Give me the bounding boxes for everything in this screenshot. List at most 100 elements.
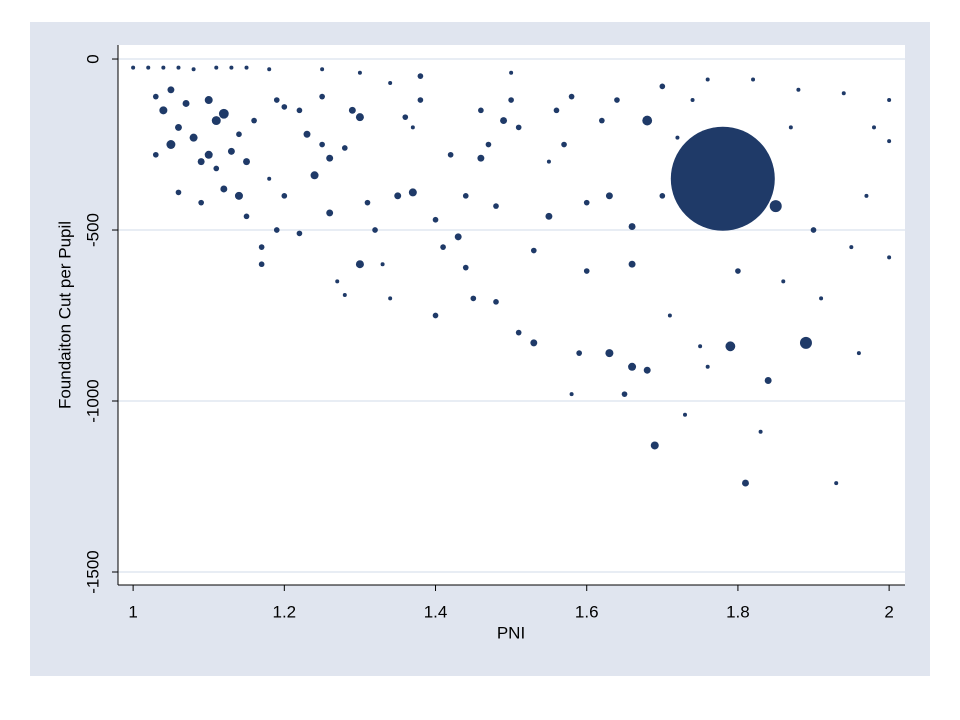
bubble (834, 481, 839, 486)
bubble (319, 141, 325, 148)
bubble (614, 97, 620, 103)
bubble (303, 130, 311, 138)
bubble (197, 158, 205, 166)
bubble (161, 65, 166, 70)
bubble (372, 227, 378, 233)
bubble (408, 188, 417, 197)
bubble (628, 223, 636, 231)
bubble (628, 260, 636, 268)
bubble (477, 154, 485, 162)
bubble (841, 91, 846, 96)
bubble (764, 377, 772, 384)
bubble (320, 67, 325, 72)
bubble (319, 93, 325, 100)
bubble (642, 115, 653, 126)
bubble (146, 65, 151, 70)
bubble (355, 260, 364, 269)
bubble (211, 116, 221, 126)
bubble (273, 227, 280, 233)
bubble (152, 93, 159, 100)
bubble (388, 296, 393, 301)
bubble (781, 279, 786, 284)
bubble (515, 329, 522, 336)
bubble (380, 262, 385, 267)
bubble (198, 199, 204, 206)
bubble (243, 213, 250, 220)
bubble (326, 154, 334, 162)
bubble (191, 67, 196, 72)
bubble (530, 247, 537, 254)
bubble (508, 97, 514, 103)
bubble (355, 113, 364, 122)
bubble (887, 255, 892, 260)
bubble (296, 107, 303, 114)
bubble (493, 203, 499, 209)
bubble (204, 150, 213, 159)
bubble (819, 296, 824, 301)
bubble (561, 141, 567, 148)
bubble (605, 349, 614, 358)
bubble (500, 117, 508, 125)
bubble (849, 245, 854, 250)
bubble (357, 70, 362, 75)
bubble (799, 336, 812, 349)
bubble (568, 93, 575, 100)
plot-layer (118, 58, 905, 573)
bubble (887, 139, 892, 144)
bubble (454, 233, 462, 241)
bubble (432, 216, 439, 223)
bubble (769, 200, 782, 213)
bubble (758, 429, 763, 434)
bubble (605, 192, 613, 200)
bubble (229, 65, 234, 70)
bubble (742, 479, 749, 487)
bubble (152, 151, 159, 158)
bubble (388, 80, 393, 85)
bubble (470, 295, 477, 302)
bubble (236, 131, 242, 138)
bubble (447, 151, 454, 158)
bubble (166, 140, 176, 149)
bubble (462, 192, 469, 199)
bubble (705, 364, 710, 369)
bubble (683, 412, 688, 417)
bubble (273, 97, 280, 103)
bubble (204, 96, 213, 105)
bubble (796, 87, 801, 92)
bubble (281, 192, 288, 199)
y-tick-label: -500 (83, 213, 102, 247)
bubble (410, 125, 415, 130)
x-tick-label: 1.8 (726, 602, 750, 621)
bubble (887, 98, 892, 103)
bubble (576, 350, 582, 356)
bubble (493, 299, 499, 305)
bubble (432, 312, 439, 319)
bubble (244, 65, 249, 70)
bubble (569, 392, 574, 397)
bubble (417, 97, 424, 103)
bubble (348, 106, 356, 114)
y-tick-label: 0 (83, 54, 102, 63)
bubble (440, 244, 446, 250)
bubble (872, 125, 877, 130)
y-tick-label: -1000 (83, 379, 102, 422)
bubble (417, 73, 424, 79)
bubble (267, 67, 272, 72)
bubble (251, 117, 257, 124)
bubble (213, 165, 220, 172)
bubble (515, 124, 522, 131)
bubble (402, 114, 409, 120)
x-tick-label: 1 (128, 602, 137, 621)
bubble (182, 100, 190, 107)
bubble (478, 107, 484, 114)
bubble (735, 268, 741, 274)
bubble (281, 104, 288, 110)
bubble (705, 77, 710, 82)
bubble (643, 366, 651, 374)
bubble (530, 339, 538, 347)
bubble (335, 279, 340, 284)
bubble (258, 244, 265, 250)
bubble (214, 65, 219, 70)
bubble (485, 141, 492, 148)
bubble (725, 341, 736, 352)
